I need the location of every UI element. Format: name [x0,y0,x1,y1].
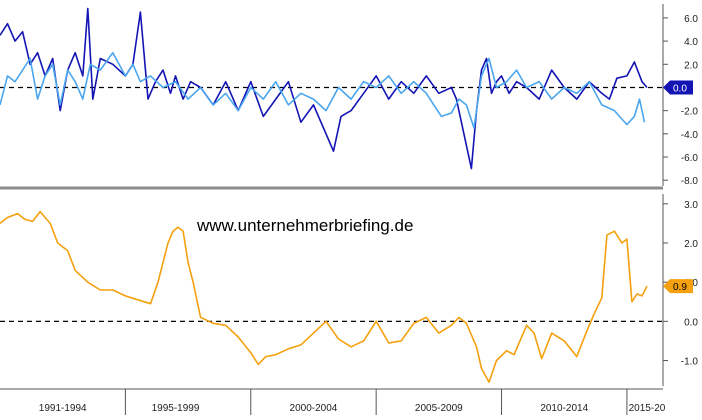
bottom-y-tick-label: 3.0 [684,200,698,211]
watermark-text: www.unternehmerbriefing.de [196,216,413,235]
x-tick-label: 1995-1999 [152,403,200,414]
bottom-y-tick-label: -1.0 [681,357,699,368]
top-y-tick-label: -6.0 [681,153,699,164]
x-tick-label: 1991-1994 [39,403,87,414]
top-panel: 6.0 4.0 2.0 -2.0 -4.0 -6.0 -8.0 0.0 [0,4,698,187]
top-y-tick-label: 2.0 [684,60,698,71]
top-y-tick-label: -8.0 [681,176,699,187]
top-y-tick-label: 4.0 [684,37,698,48]
bottom-panel: 3.02.01.00.0-1.00.9 [0,194,698,386]
bottom-last-value-label: 0.9 [673,282,687,293]
x-tick-label: 2000-2004 [290,403,338,414]
top-series-line-1 [0,7,648,170]
top-y-tick-label: -2.0 [681,107,699,118]
top-series-line-2 [0,51,646,129]
top-y-tick-label: 6.0 [684,14,698,25]
bottom-series-line-1 [0,210,648,383]
top-last-value-label: 0.0 [673,83,687,94]
x-axis: 1991-1994 1995-1999 2000-2004 2005-2009 2010… [0,388,666,415]
top-last-value-tag [663,80,693,95]
bottom-last-value-tag [663,279,693,294]
top-y-tick-label: -4.0 [681,130,699,141]
x-tick-label: 2015-20 [629,403,666,414]
x-tick-label: 2010-2014 [540,403,588,414]
bottom-y-tick-label: 0.0 [684,317,698,328]
x-tick-label: 2005-2009 [415,403,463,414]
bottom-y-tick-label: 2.0 [684,239,698,250]
